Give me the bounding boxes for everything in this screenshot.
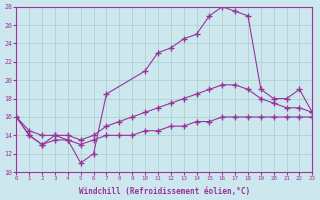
X-axis label: Windchill (Refroidissement éolien,°C): Windchill (Refroidissement éolien,°C) [79,187,250,196]
